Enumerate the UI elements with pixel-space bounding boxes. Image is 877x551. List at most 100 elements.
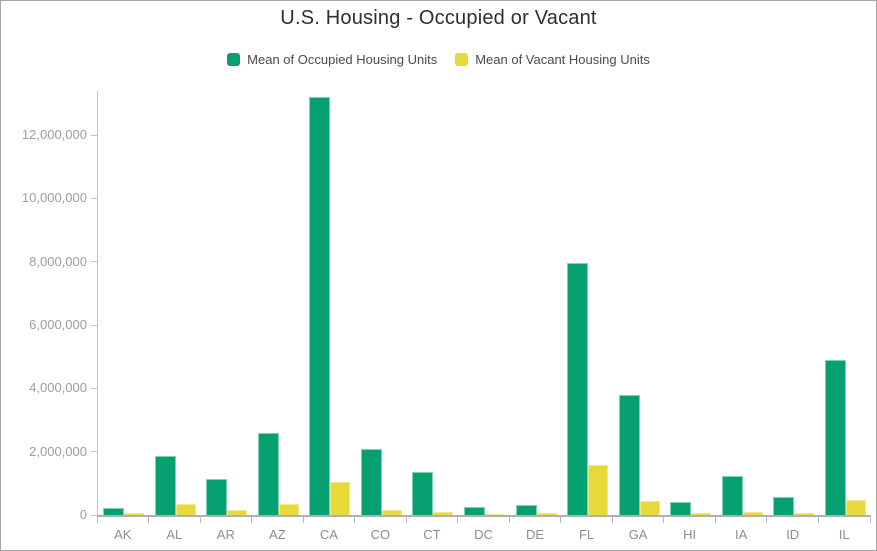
legend-item-vacant[interactable]: Mean of Vacant Housing Units xyxy=(455,52,650,67)
bar-occupied[interactable] xyxy=(309,97,331,515)
bar-vacant[interactable] xyxy=(124,513,145,515)
x-axis-tick xyxy=(251,517,253,523)
x-axis-tick xyxy=(96,517,98,523)
bar-group xyxy=(665,91,717,515)
y-axis-label: 10,000,000 xyxy=(21,190,87,206)
bar-vacant[interactable] xyxy=(484,514,505,515)
bar-vacant[interactable] xyxy=(175,504,196,515)
x-axis-label: CA xyxy=(319,527,338,542)
bar-vacant[interactable] xyxy=(433,512,454,515)
bar-vacant[interactable] xyxy=(742,511,763,515)
bar-occupied[interactable] xyxy=(670,501,692,515)
bar-vacant[interactable] xyxy=(691,513,712,515)
x-axis-tick xyxy=(148,517,150,523)
x-axis-tick xyxy=(611,517,613,523)
x-axis-tick xyxy=(663,517,665,523)
x-axis-label: AR xyxy=(216,527,235,542)
y-axis-tick xyxy=(91,261,97,263)
x-axis-label: HI xyxy=(683,527,697,542)
chart-title: U.S. Housing - Occupied or Vacant xyxy=(280,7,597,29)
x-axis-tick xyxy=(199,517,201,523)
x-axis-line xyxy=(97,515,871,517)
x-axis-label: DC xyxy=(474,527,493,542)
bar-group xyxy=(459,91,511,515)
bar-group xyxy=(98,91,150,515)
x-axis-tick xyxy=(714,517,716,523)
x-axis-tick xyxy=(457,517,459,523)
x-axis-tick xyxy=(508,517,510,523)
bar-group xyxy=(768,91,820,515)
bar-group xyxy=(819,91,871,515)
bar-vacant[interactable] xyxy=(794,512,815,515)
x-axis-label: CT xyxy=(423,527,441,542)
y-axis-tick xyxy=(91,514,97,516)
x-axis-label: CO xyxy=(370,527,391,542)
bar-occupied[interactable] xyxy=(721,476,743,515)
x-axis-tick xyxy=(869,517,871,523)
bar-group xyxy=(253,91,305,515)
y-axis-label: 12,000,000 xyxy=(21,127,87,143)
bar-vacant[interactable] xyxy=(536,513,557,515)
bar-group xyxy=(150,91,202,515)
y-axis-tick xyxy=(91,197,97,199)
x-axis-label: AZ xyxy=(269,527,286,542)
legend: Mean of Occupied Housing Units Mean of V… xyxy=(1,52,876,67)
legend-label-occupied: Mean of Occupied Housing Units xyxy=(247,52,438,67)
y-axis-label: 8,000,000 xyxy=(29,253,87,269)
bar-occupied[interactable] xyxy=(515,504,537,515)
bar-occupied[interactable] xyxy=(154,456,176,515)
x-axis-tick xyxy=(766,517,768,523)
bar-occupied[interactable] xyxy=(103,508,125,515)
bar-groups xyxy=(98,91,871,515)
x-axis-tick xyxy=(354,517,356,523)
x-axis-label: DE xyxy=(526,527,545,542)
bar-vacant[interactable] xyxy=(845,500,866,515)
x-axis-label: AK xyxy=(114,527,132,542)
y-axis-label: 2,000,000 xyxy=(29,443,87,459)
bar-occupied[interactable] xyxy=(618,394,640,515)
bar-occupied[interactable] xyxy=(773,496,795,515)
bar-vacant[interactable] xyxy=(278,503,299,515)
x-axis-tick xyxy=(560,517,562,523)
bar-vacant[interactable] xyxy=(588,464,609,515)
x-axis-label: AL xyxy=(166,527,183,542)
bar-group xyxy=(510,91,562,515)
y-axis-tick xyxy=(91,134,97,136)
bar-occupied[interactable] xyxy=(257,433,279,515)
bar-occupied[interactable] xyxy=(567,262,589,515)
x-axis-tick xyxy=(405,517,407,523)
y-axis-label: 6,000,000 xyxy=(29,317,87,332)
bar-vacant[interactable] xyxy=(227,509,248,515)
bar-group xyxy=(356,91,408,515)
occupied-series-swatch-icon xyxy=(227,53,241,66)
y-axis-tick xyxy=(91,387,97,389)
vacant-series-swatch-icon xyxy=(455,53,469,66)
bar-group xyxy=(562,91,614,515)
x-axis-label: IL xyxy=(838,527,850,542)
y-axis-tick xyxy=(91,324,97,326)
y-axis-label: 0 xyxy=(79,507,87,522)
x-axis-tick xyxy=(817,517,819,523)
legend-item-occupied[interactable]: Mean of Occupied Housing Units xyxy=(227,52,437,67)
bar-occupied[interactable] xyxy=(412,472,434,515)
x-axis-label: GA xyxy=(628,527,648,542)
bar-vacant[interactable] xyxy=(330,481,351,515)
bar-group xyxy=(407,91,459,515)
bar-group xyxy=(201,91,253,515)
bar-vacant[interactable] xyxy=(381,509,402,515)
bar-occupied[interactable] xyxy=(360,449,382,515)
legend-label-vacant: Mean of Vacant Housing Units xyxy=(475,52,650,67)
bar-group xyxy=(716,91,768,515)
plot-area xyxy=(97,91,871,515)
bar-occupied[interactable] xyxy=(206,478,228,515)
bar-vacant[interactable] xyxy=(639,500,660,515)
x-axis-label: FL xyxy=(578,527,595,542)
x-axis-label: IA xyxy=(735,527,748,542)
x-axis-label: ID xyxy=(786,527,800,542)
y-axis-tick xyxy=(91,451,97,453)
x-axis-tick xyxy=(302,517,304,523)
y-axis-label: 4,000,000 xyxy=(29,380,87,396)
bar-occupied[interactable] xyxy=(824,360,846,515)
bar-group xyxy=(613,91,665,515)
bar-occupied[interactable] xyxy=(463,507,485,515)
